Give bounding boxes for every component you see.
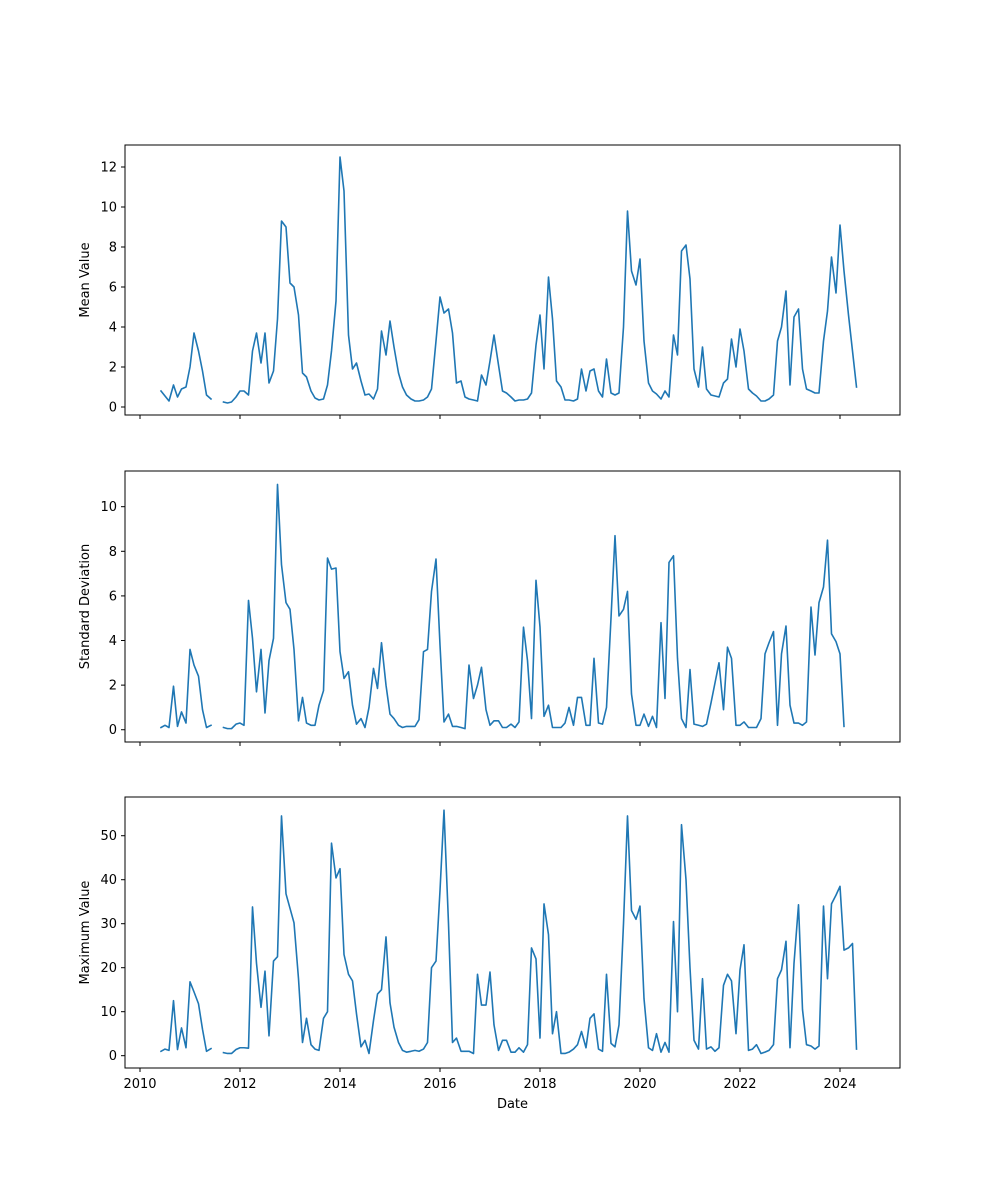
y-tick-label: 30: [100, 917, 117, 932]
series-line-segment: [222, 809, 858, 1055]
y-tick-label: 50: [100, 829, 117, 844]
y-tick-label: 0: [109, 1049, 117, 1064]
y-tick-label: 8: [109, 545, 117, 560]
series-line-segment: [159, 980, 213, 1053]
axes-frame: [124, 796, 901, 1069]
plot-layer: 0 2 4 6 8 10 12 Mean Value 0 2 4 6 8 10 Standard Devia…: [78, 144, 901, 1112]
axes-frame: [124, 470, 901, 743]
y-tick-label: 0: [109, 723, 117, 738]
y-axis-label: Mean Value: [78, 242, 93, 317]
y-tick-label: 40: [100, 873, 117, 888]
x-tick-label: 2016: [423, 1077, 456, 1092]
y-tick-label: 4: [109, 321, 117, 336]
y-tick-label: 10: [100, 201, 117, 216]
y-axis-label: Standard Deviation: [78, 544, 93, 669]
y-tick-label: 6: [109, 589, 117, 604]
series-line-segment: [159, 648, 213, 729]
x-tick-label: 2014: [323, 1077, 356, 1092]
series-line-segment: [222, 156, 858, 404]
subplot-3: 0 10 20 30 40 50 2010 2012 2014 2016 2018 2020 2022 2…: [78, 796, 901, 1112]
x-axis-label: Date: [497, 1097, 528, 1112]
y-tick-label: 10: [100, 500, 117, 515]
series-line-segment: [159, 332, 213, 402]
y-axis-label: Maximum Value: [78, 881, 93, 985]
y-tick-label: 2: [109, 361, 117, 376]
y-tick-label: 0: [109, 401, 117, 416]
y-tick-label: 2: [109, 679, 117, 694]
x-tick-label: 2010: [123, 1077, 156, 1092]
series-line-segment: [222, 483, 845, 730]
y-tick-label: 4: [109, 634, 117, 649]
y-tick-label: 20: [100, 961, 117, 976]
x-tick-label: 2012: [223, 1077, 256, 1092]
subplot-2: 0 2 4 6 8 10 Standard Deviation: [78, 470, 901, 746]
x-tick-label: 2024: [823, 1077, 856, 1092]
x-tick-label: 2022: [723, 1077, 756, 1092]
y-tick-label: 12: [100, 161, 117, 176]
x-tick-label: 2018: [523, 1077, 556, 1092]
y-tick-label: 6: [109, 281, 117, 296]
subplot-1: 0 2 4 6 8 10 12 Mean Value: [78, 144, 901, 419]
x-tick-label: 2020: [623, 1077, 656, 1092]
y-tick-label: 10: [100, 1005, 117, 1020]
y-tick-label: 8: [109, 241, 117, 256]
axes-frame: [124, 144, 901, 416]
